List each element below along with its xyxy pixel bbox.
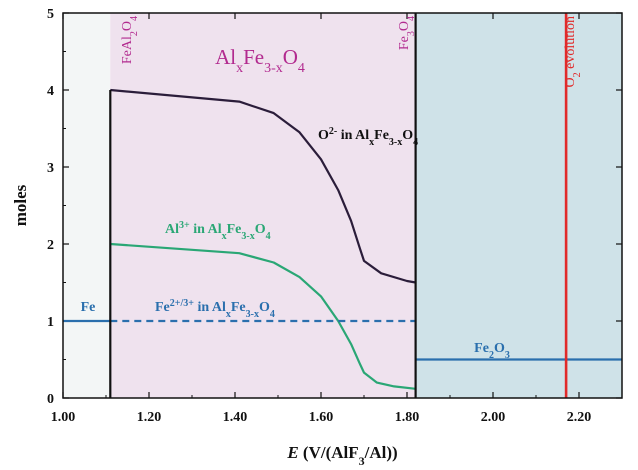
region-title-label: AlxFe3-xO4 [215,45,305,76]
al-label-sup: 3+ [179,220,190,231]
x-axis-sub: 3 [359,454,365,468]
series-o2-in-alxfe3-xo4 [110,88,416,284]
y-axis-title: moles [11,184,30,226]
y-tick-label: 1 [47,315,54,330]
al3-series-label: Al3+ in AlxFe3-xO4 [165,220,271,242]
fe3o4-sub1: 3 [406,31,417,36]
o2evo-b: evolution [563,16,578,72]
fe-label-a: Fe [155,300,170,315]
o2evo-sub: 2 [572,72,583,77]
o-label-a: O [318,128,329,143]
x-tick-label: 2.00 [481,410,506,425]
feal2o4-sub2: 4 [129,16,140,21]
x-tick-label: 1.80 [395,410,420,425]
plot-frame [62,12,623,399]
o2-series-label: O2- in AlxFe3-xO4 [318,126,418,148]
fe3o4-label: Fe3O4 [397,16,417,50]
y-tick-label: 4 [47,84,54,99]
x-tick-label: 1.20 [137,410,162,425]
al-label-d: O [255,222,266,237]
o-label-c: Fe [374,128,389,143]
al-label-a: Al [165,222,179,237]
x-tick-label: 2.20 [567,410,592,425]
y-tick-label: 0 [47,392,54,407]
feal2o4-sub1: 2 [129,31,140,36]
al-label-sub1: x [222,231,227,242]
y-tick-label: 2 [47,238,54,253]
x-axis-tail: /Al)) [364,443,398,462]
region-title-al: Al [215,45,236,69]
data-series [63,88,622,390]
feal2o4-b: O [120,21,135,31]
feal2o4-label: FeAl2O4 [120,16,140,64]
y-tick-label: 3 [47,161,54,176]
o-label-b: in Al [337,128,369,143]
o-label-sub2: 3-x [389,137,402,148]
al-label-b: in Al [190,222,222,237]
fe-label-sub1: x [226,309,231,320]
al-label-sub3: 4 [266,231,271,242]
x-tick-label: 1.60 [309,410,334,425]
fe-label-sub2: 3-x [246,309,259,320]
feal2o4-a: FeAl [120,36,135,64]
region-title-fe: Fe [243,45,264,69]
x-tick-label: 1.00 [51,410,76,425]
fe2o3-b: O [494,341,505,356]
region-title-sub-x: x [236,61,243,76]
fe2o3-sub1: 2 [489,350,494,361]
fe2o3-sub2: 3 [505,350,510,361]
x-axis-var: E [286,443,298,462]
o2evo-a: O [563,77,578,87]
al-label-sub2: 3-x [241,231,254,242]
y-tick-label: 5 [47,7,54,22]
o-label-sub3: 4 [413,137,418,148]
fe-metal-label: Fe [81,300,96,315]
fe-label-d: O [259,300,270,315]
al-label-c: Fe [227,222,242,237]
x-axis-rest: (V/(AlF [299,443,359,462]
fe23-series-label: Fe2+/3+ in AlxFe3-xO4 [155,298,275,320]
fe3o4-sub2: 4 [406,16,417,21]
region-alxfe3-xo4-region [110,13,416,398]
fe3o4-b: O [397,21,412,31]
series-al3-in-alxfe3-xo4 [110,242,416,390]
fe-label-c: Fe [231,300,246,315]
fe3o4-a: Fe [397,36,412,50]
fe-label-sup: 2+/3+ [170,298,194,309]
region-title-sub-3x: 3-x [264,61,283,76]
o-label-sup: 2- [329,126,337,137]
phase-regions [63,13,622,398]
x-axis-title: E (V/(AlF3/Al)) [286,443,397,468]
o2-evolution-label: O2 evolution [563,16,583,88]
fe-label-b: in Al [194,300,226,315]
phase-boundaries [109,13,417,398]
fe2o3-label: Fe2O3 [474,341,510,361]
x-tick-label: 1.40 [223,410,248,425]
region-fe2o3-region [415,13,622,398]
region-title-sub-4: 4 [298,61,305,76]
region-title-o: O [283,45,298,69]
fe-label-sub3: 4 [270,309,275,320]
o-label-d: O [402,128,413,143]
region-fe-region [63,13,111,398]
o-label-sub1: x [369,137,374,148]
fe2o3-a: Fe [474,341,489,356]
